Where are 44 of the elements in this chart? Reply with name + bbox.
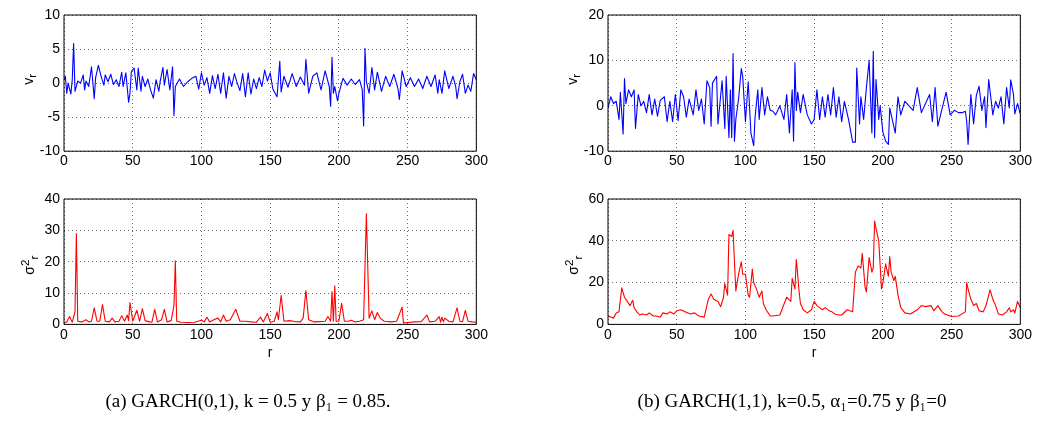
x-tick-label: 300 bbox=[1008, 152, 1033, 169]
x-axis-title: r bbox=[267, 344, 273, 361]
x-tick-label: 200 bbox=[327, 325, 351, 342]
y-tick-label: -10 bbox=[39, 142, 61, 159]
y-tick-label: 40 bbox=[588, 231, 605, 248]
x-tick-label: 100 bbox=[733, 325, 758, 342]
x-tick-label: 50 bbox=[124, 152, 141, 169]
x-tick-label: 300 bbox=[1008, 325, 1033, 342]
x-tick-label: 200 bbox=[327, 152, 351, 169]
x-tick-label: 100 bbox=[733, 152, 758, 169]
x-tick-label: 250 bbox=[395, 325, 420, 342]
text: (a) GARCH(0,1), k = 0.5 y β₁ = 0.85. bbox=[104, 390, 392, 412]
y-tick-label: -5 bbox=[47, 108, 61, 125]
y-tick-label: 20 bbox=[588, 273, 605, 290]
x-tick-label: 100 bbox=[189, 152, 214, 169]
y-tick-label: -10 bbox=[583, 142, 605, 159]
y-tick-label: 0 bbox=[596, 96, 605, 113]
y-tick-label: 10 bbox=[44, 283, 61, 300]
x-tick-label: 150 bbox=[258, 325, 283, 342]
y-tick-label: 5 bbox=[52, 39, 61, 56]
x-tick-label: 250 bbox=[939, 325, 964, 342]
y-tick-label: 20 bbox=[588, 5, 605, 22]
x-tick-label: 50 bbox=[668, 152, 685, 169]
x-tick-label: 100 bbox=[189, 325, 214, 342]
x-tick-label: 50 bbox=[124, 325, 141, 342]
y-tick-label: 10 bbox=[588, 51, 605, 68]
x-tick-label: 150 bbox=[802, 152, 827, 169]
x-tick-label: 300 bbox=[464, 152, 489, 169]
x-tick-label: 150 bbox=[802, 325, 827, 342]
x-tick-label: 250 bbox=[395, 152, 420, 169]
y-tick-label: 60 bbox=[588, 189, 605, 206]
x-axis-title: r bbox=[811, 344, 817, 361]
x-tick-label: 50 bbox=[668, 325, 685, 342]
y-tick-label: 30 bbox=[44, 221, 61, 238]
y-tick-label: 10 bbox=[44, 5, 61, 22]
y-tick-label: 40 bbox=[44, 189, 61, 206]
y-tick-label: 20 bbox=[44, 252, 61, 269]
x-tick-label: 150 bbox=[258, 152, 283, 169]
x-tick-label: 200 bbox=[871, 152, 895, 169]
x-tick-label: 200 bbox=[871, 325, 895, 342]
y-tick-label: 0 bbox=[52, 73, 61, 90]
x-tick-label: 300 bbox=[464, 325, 489, 342]
text: (b) GARCH(1,1), k=0.5, α₁=0.75 y β₁=0 bbox=[636, 390, 948, 412]
x-tick-label: 250 bbox=[939, 152, 964, 169]
